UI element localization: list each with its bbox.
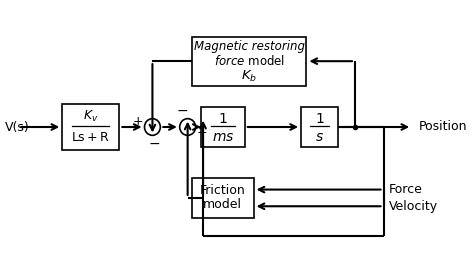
Text: Friction: Friction [200,184,246,197]
Text: V(s): V(s) [5,120,30,134]
Text: $s$: $s$ [315,130,324,144]
Text: Velocity: Velocity [389,200,438,213]
Text: Magnetic restoring: Magnetic restoring [194,40,305,53]
Bar [201,107,245,147]
Text: $\mathit{force}$ model: $\mathit{force}$ model [214,54,285,68]
Bar [62,104,119,150]
Text: $ms$: $ms$ [211,130,234,144]
Text: $K_b$: $K_b$ [241,69,257,84]
Text: +: + [197,126,208,139]
Text: $1$: $1$ [315,112,325,126]
Bar [301,107,338,147]
Text: $\mathrm{Ls + R}$: $\mathrm{Ls + R}$ [71,131,110,144]
Text: $K_v$: $K_v$ [83,109,99,124]
Text: −: − [149,137,160,151]
Text: Position: Position [419,120,467,134]
Text: −: − [176,104,188,118]
Text: $1$: $1$ [218,112,228,126]
Text: Force: Force [389,183,423,196]
Text: +: + [133,115,143,128]
Text: model: model [203,198,242,211]
Bar [192,37,307,86]
Bar [192,178,254,218]
